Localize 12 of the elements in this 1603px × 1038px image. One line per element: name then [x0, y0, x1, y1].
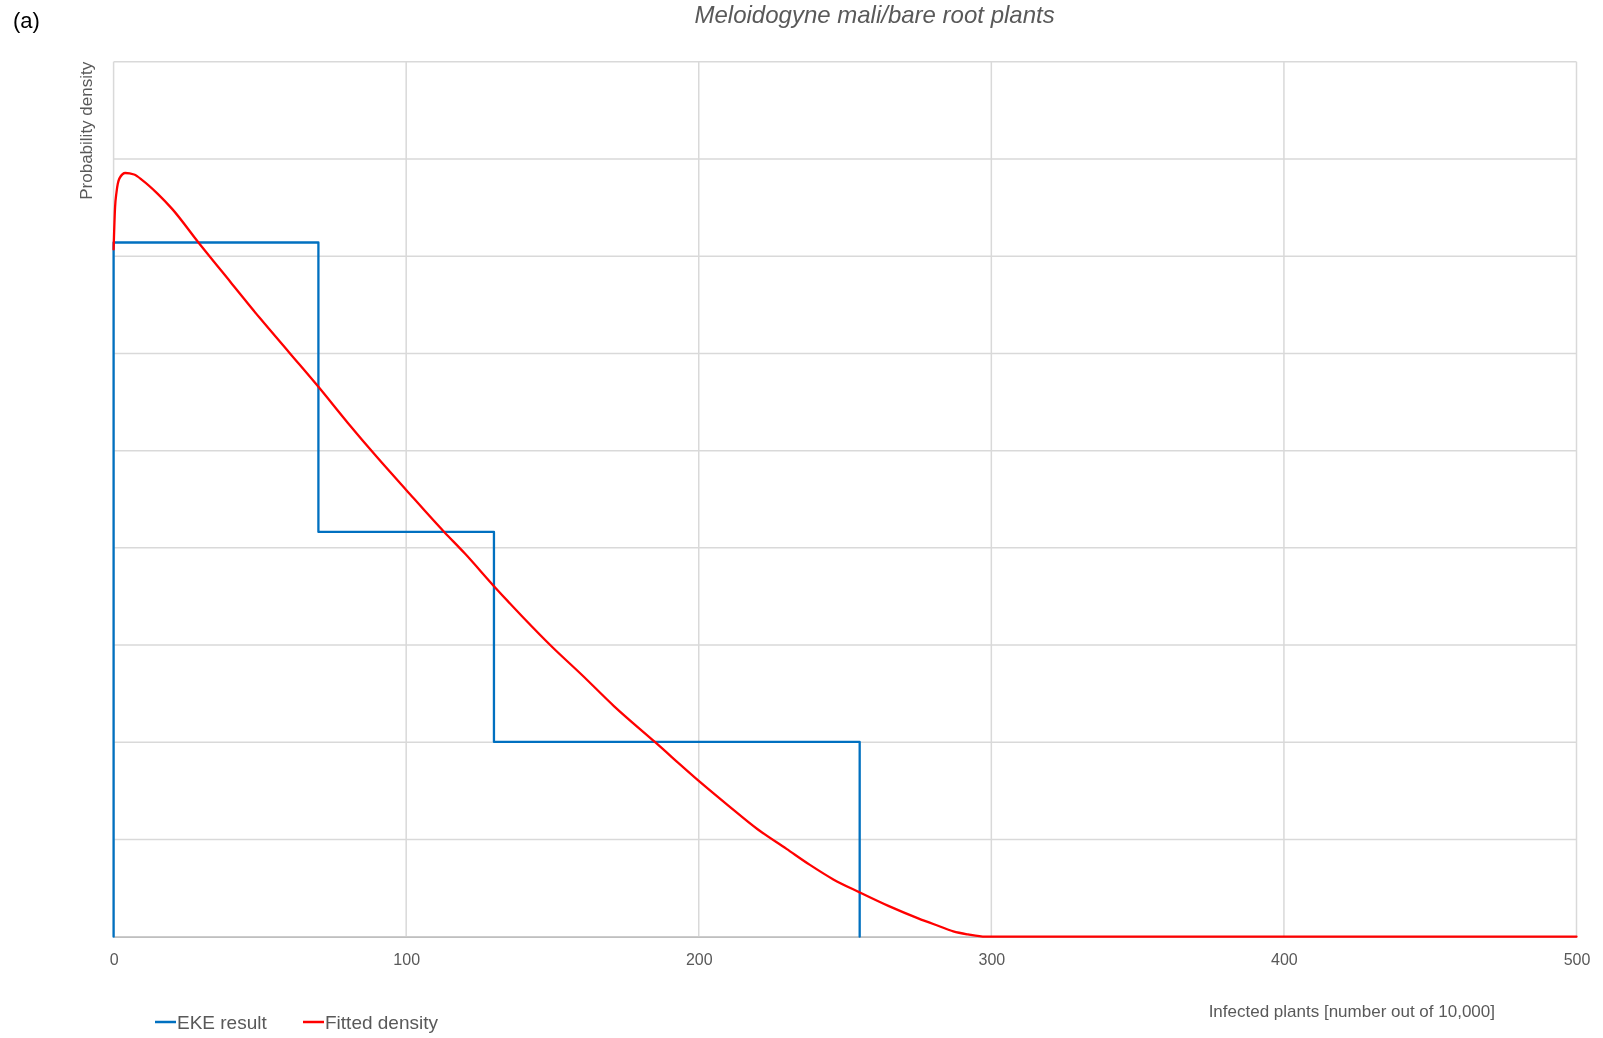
x-tick-label: 0 [109, 951, 119, 969]
x-axis-title: Infected plants [number out of 10,000] [1208, 1002, 1495, 1021]
x-tick-label: 400 [1271, 951, 1298, 969]
x-tick-label: 500 [1563, 951, 1591, 969]
x-tick-label: 200 [685, 951, 713, 969]
text: (a) [13, 8, 40, 33]
y-axis-title: Probability density [77, 61, 96, 200]
x-tick-label: 100 [393, 951, 421, 969]
legend-label: EKE result [177, 1012, 268, 1033]
chart-title: Meloidogyne mali/bare root plants [694, 1, 1055, 28]
x-tick-label: 300 [978, 951, 1006, 969]
legend-label: Fitted density [325, 1012, 439, 1033]
